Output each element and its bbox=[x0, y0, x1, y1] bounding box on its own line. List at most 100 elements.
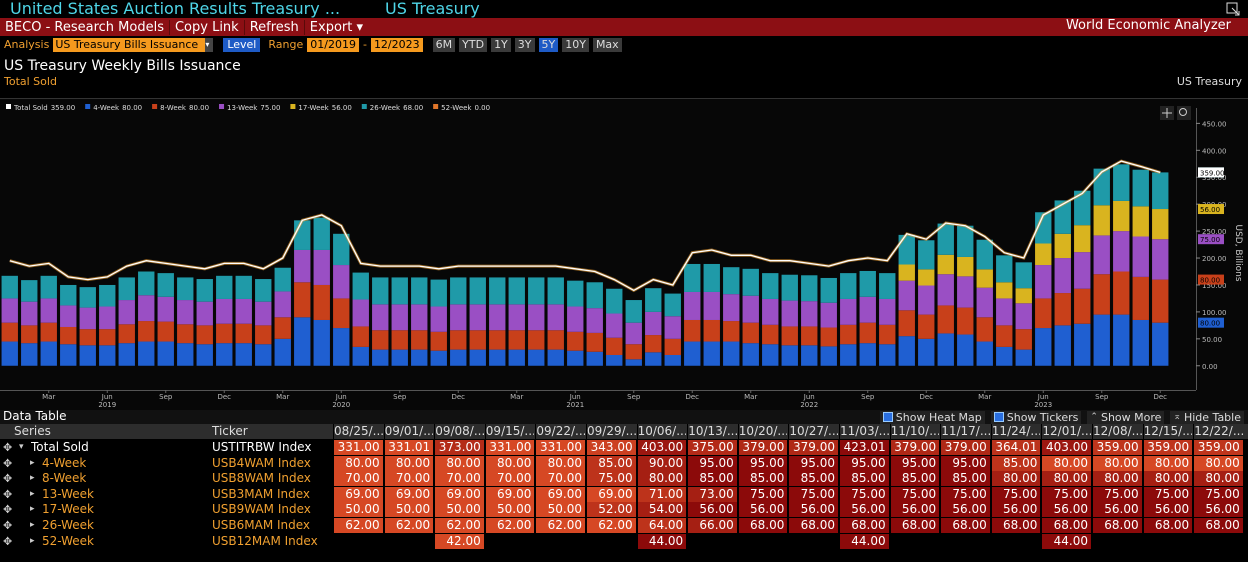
bar-segment bbox=[508, 277, 525, 305]
bar-segment bbox=[781, 274, 798, 301]
table-cell: 343.00 bbox=[586, 440, 636, 455]
popout-icon[interactable] bbox=[1226, 2, 1240, 16]
menu-item[interactable]: BECO - Research Models bbox=[5, 19, 164, 35]
table-cell: 70.00 bbox=[535, 471, 585, 487]
period-button[interactable]: 10Y bbox=[562, 37, 589, 52]
table-control[interactable]: ⌃ Show More bbox=[1087, 410, 1165, 424]
range-start[interactable]: 01/2019 bbox=[307, 37, 359, 52]
row-toggle[interactable]: ▸ bbox=[30, 473, 35, 484]
table-cell: 62.00 bbox=[586, 518, 636, 533]
bar-segment bbox=[294, 317, 311, 366]
menu-item[interactable]: Refresh bbox=[243, 19, 304, 35]
legend-swatch bbox=[152, 104, 158, 109]
x-tick-label: Dec bbox=[451, 393, 465, 401]
row-toggle[interactable]: ▸ bbox=[30, 457, 35, 468]
mode-button[interactable]: Level bbox=[223, 37, 261, 52]
bar-segment bbox=[411, 304, 428, 331]
analysis-field[interactable]: US Treasury Bills Issuance bbox=[53, 37, 206, 52]
row-icon[interactable]: ✥ bbox=[3, 503, 13, 517]
bar-segment bbox=[859, 322, 876, 344]
bar-segment bbox=[879, 298, 896, 325]
bar-segment bbox=[1152, 209, 1169, 240]
bar-segment bbox=[196, 301, 213, 326]
bar-segment bbox=[664, 293, 681, 317]
bar-segment bbox=[157, 273, 174, 297]
table-cell: 85.00 bbox=[737, 471, 788, 487]
y-tick-label: 250.00 bbox=[1202, 228, 1227, 236]
bar-segment bbox=[508, 349, 525, 366]
table-cell: 95.00 bbox=[737, 455, 788, 471]
period-button[interactable]: 5Y bbox=[538, 37, 559, 52]
bar-segment bbox=[1074, 288, 1091, 324]
period-button[interactable]: Max bbox=[592, 37, 622, 52]
row-icon[interactable]: ✥ bbox=[3, 487, 13, 501]
period-button[interactable]: 1Y bbox=[491, 37, 511, 52]
table-cell: 62.00 bbox=[434, 518, 484, 533]
table-cell: 379.00 bbox=[737, 440, 788, 455]
row-icon[interactable]: ✥ bbox=[3, 519, 13, 532]
bar-segment bbox=[859, 270, 876, 297]
bar-segment bbox=[216, 323, 233, 344]
row-toggle[interactable]: ▸ bbox=[30, 504, 35, 515]
bar-segment bbox=[781, 300, 798, 327]
table-cell: 90.00 bbox=[636, 455, 687, 471]
bar-segment bbox=[898, 280, 915, 311]
table-cell: 359.00 bbox=[1142, 440, 1193, 455]
table-cell: 75.00 bbox=[1092, 486, 1142, 502]
bar-segment bbox=[742, 322, 759, 344]
table-control[interactable]: Show Tickers bbox=[990, 410, 1082, 424]
range-end[interactable]: 12/2023 bbox=[370, 37, 423, 52]
table-control[interactable]: ⌅ Hide Table bbox=[1170, 410, 1244, 424]
bar-segment bbox=[235, 323, 252, 344]
row-toggle[interactable]: ▾ bbox=[19, 442, 24, 452]
bar-segment bbox=[742, 295, 759, 323]
row-icon[interactable]: ✥ bbox=[3, 472, 13, 486]
row-icon[interactable]: ✥ bbox=[3, 441, 13, 454]
menu-item[interactable]: Copy Link bbox=[168, 19, 244, 35]
bar-segment bbox=[333, 298, 350, 329]
table-cell: 85.00 bbox=[687, 471, 737, 487]
bar-segment bbox=[40, 322, 57, 342]
bar-segment bbox=[235, 298, 252, 324]
bar-segment bbox=[411, 277, 428, 305]
menu-bar: World Economic Analyzer BECO - Research … bbox=[0, 18, 1248, 36]
x-tick-label: Dec bbox=[217, 393, 231, 401]
legend-value: 56.00 bbox=[332, 104, 352, 112]
bar-segment bbox=[411, 349, 428, 366]
period-button[interactable]: YTD bbox=[459, 37, 488, 52]
toolbar: Analysis US Treasury Bills Issuance ▾ Le… bbox=[0, 36, 1248, 53]
bar-segment bbox=[625, 344, 642, 360]
table-cell: 85.00 bbox=[889, 471, 940, 487]
bar-segment bbox=[450, 349, 467, 366]
period-button[interactable]: 3Y bbox=[514, 37, 535, 52]
table-cell bbox=[333, 533, 383, 549]
bar-segment bbox=[801, 301, 818, 327]
table-control[interactable]: Show Heat Map bbox=[879, 410, 985, 424]
bar-segment bbox=[645, 311, 662, 336]
bar-segment bbox=[469, 304, 486, 331]
x-tick-label: Mar bbox=[510, 393, 523, 401]
row-icon[interactable]: ✥ bbox=[3, 456, 13, 470]
table-cell: 85.00 bbox=[586, 455, 636, 471]
row-toggle[interactable]: ▸ bbox=[30, 488, 35, 499]
zoom-button[interactable] bbox=[1177, 106, 1191, 120]
row-toggle[interactable]: ▸ bbox=[30, 520, 35, 530]
header-date: 09/15/... bbox=[484, 424, 535, 439]
table-cell: 50.00 bbox=[484, 502, 535, 518]
legend-value: 80.00 bbox=[189, 104, 209, 112]
checkbox bbox=[993, 412, 1004, 422]
bar-segment bbox=[976, 317, 993, 342]
range-label: Range bbox=[268, 38, 304, 51]
window-security: US Treasury bbox=[385, 0, 480, 18]
bar-segment bbox=[898, 234, 915, 265]
table-cell: 44.00 bbox=[1041, 533, 1091, 549]
x-tick-label: Dec bbox=[685, 393, 699, 401]
period-button[interactable]: 6M bbox=[432, 37, 456, 52]
bar-segment bbox=[723, 341, 740, 366]
row-toggle[interactable]: ▸ bbox=[30, 535, 35, 546]
table-cell: 56.00 bbox=[889, 502, 940, 518]
menu-item[interactable]: Export ▾ bbox=[303, 19, 368, 35]
dropdown-arrow[interactable]: ▾ bbox=[205, 37, 214, 52]
row-icon[interactable]: ✥ bbox=[3, 534, 13, 548]
